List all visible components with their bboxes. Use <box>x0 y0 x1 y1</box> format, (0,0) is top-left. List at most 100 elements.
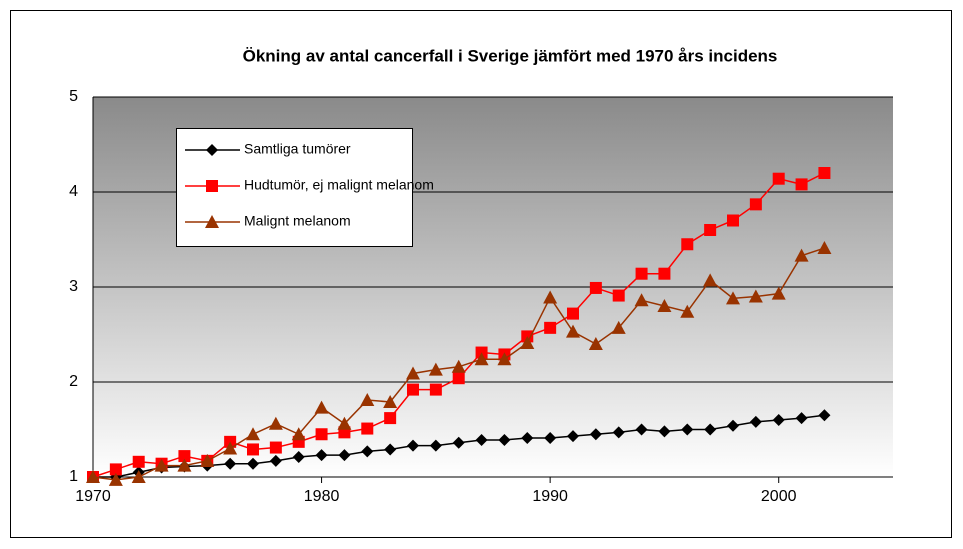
marker <box>612 289 625 302</box>
marker <box>109 463 122 476</box>
y-tick-label: 5 <box>69 88 78 105</box>
y-tick-label: 3 <box>69 278 78 295</box>
marker <box>407 383 419 396</box>
marker <box>268 416 283 430</box>
marker <box>771 286 786 300</box>
marker <box>589 281 602 294</box>
marker <box>498 433 511 446</box>
marker <box>748 289 763 303</box>
y-tick-label: 4 <box>69 183 78 200</box>
marker <box>429 383 442 396</box>
marker <box>224 457 237 470</box>
marker <box>749 415 762 428</box>
marker <box>246 427 260 441</box>
marker <box>360 393 375 407</box>
marker <box>680 304 695 318</box>
marker <box>452 436 465 449</box>
marker <box>818 167 831 179</box>
marker <box>544 321 557 334</box>
marker <box>451 359 466 373</box>
marker <box>247 457 259 470</box>
legend-label: Samtliga tumörer <box>244 141 351 157</box>
marker <box>681 423 694 436</box>
marker <box>315 449 328 462</box>
marker <box>703 273 718 287</box>
marker <box>795 412 808 425</box>
marker <box>589 428 602 441</box>
marker <box>429 439 442 452</box>
marker <box>497 352 512 366</box>
marker <box>154 458 169 472</box>
marker <box>315 428 328 441</box>
x-tick-label: 1980 <box>304 488 340 505</box>
marker <box>206 180 218 192</box>
marker <box>772 414 785 426</box>
marker <box>567 307 579 320</box>
marker <box>384 412 397 425</box>
marker <box>726 291 740 305</box>
legend-label: Hudtumör, ej malignt melanom <box>244 177 434 193</box>
marker <box>681 238 694 251</box>
legend: Samtliga tumörer Hudtumör, ej malignt mel… <box>176 128 434 247</box>
y-tick-label: 1 <box>69 468 78 485</box>
marker <box>384 443 397 456</box>
marker <box>131 470 146 483</box>
marker <box>407 439 419 452</box>
marker <box>108 472 123 486</box>
marker <box>635 267 648 280</box>
marker <box>86 470 100 483</box>
marker <box>205 215 219 228</box>
marker <box>383 394 398 408</box>
x-tick-label: 1990 <box>532 488 568 505</box>
marker <box>611 320 626 334</box>
marker <box>657 299 672 312</box>
marker <box>588 337 603 350</box>
marker <box>567 430 579 443</box>
marker <box>428 362 443 376</box>
marker <box>543 290 558 304</box>
marker <box>520 336 535 350</box>
marker <box>772 172 785 185</box>
marker <box>794 248 809 262</box>
marker <box>314 400 329 414</box>
marker <box>727 214 739 227</box>
marker <box>406 366 420 380</box>
marker <box>269 454 282 467</box>
marker <box>474 352 489 366</box>
marker <box>269 441 282 454</box>
marker <box>818 409 831 422</box>
marker <box>817 241 832 255</box>
marker <box>475 433 488 446</box>
marker <box>544 432 557 445</box>
marker <box>223 441 238 455</box>
marker <box>247 443 259 456</box>
marker <box>658 425 671 438</box>
marker <box>452 372 465 385</box>
marker <box>635 423 648 436</box>
marker <box>704 423 717 436</box>
marker <box>749 198 762 211</box>
marker <box>178 450 191 463</box>
legend-label: Malignt melanom <box>244 213 351 229</box>
y-tick-label: 2 <box>69 373 78 390</box>
x-tick-label: 2000 <box>761 488 797 505</box>
marker <box>795 178 808 191</box>
marker <box>634 293 649 307</box>
marker <box>361 445 374 458</box>
marker <box>727 419 739 432</box>
marker <box>206 144 218 156</box>
marker <box>292 451 305 464</box>
marker <box>132 455 145 468</box>
marker <box>658 267 671 280</box>
marker <box>612 426 625 439</box>
marker <box>338 449 351 462</box>
marker <box>704 224 717 236</box>
marker <box>200 453 215 467</box>
marker <box>177 458 192 472</box>
x-tick-label: 1970 <box>75 488 111 505</box>
marker <box>566 324 580 338</box>
marker <box>337 416 352 430</box>
chart-title: Ökning av antal cancerfall i Sverige jäm… <box>243 46 778 65</box>
marker <box>291 427 306 441</box>
